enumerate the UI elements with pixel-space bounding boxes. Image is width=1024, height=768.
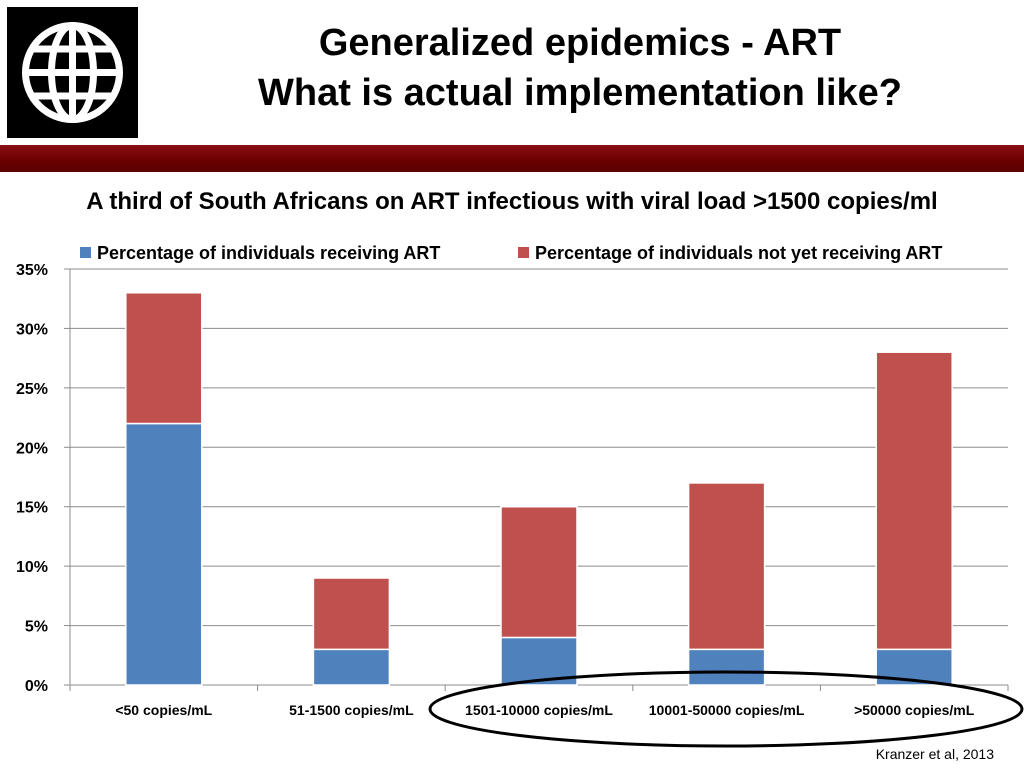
y-tick-label: 0% (25, 678, 48, 695)
legend-item-not-receiving: Percentage of individuals not yet receiv… (518, 243, 942, 264)
bar-receiving-art (687, 648, 766, 686)
bar-not-receiving-art (125, 292, 203, 425)
legend-label-receiving: Percentage of individuals receiving ART (97, 243, 441, 263)
title-line-2: What is actual implementation like? (257, 72, 902, 114)
title-line-1: Generalized epidemics - ART (318, 22, 842, 64)
y-tick-label: 30% (16, 321, 48, 338)
page-title: Generalized epidemics - ART What is actu… (140, 18, 1020, 118)
header-band (0, 145, 1024, 172)
globe-grid-icon (22, 22, 123, 123)
x-tick-label: 10001-50000 copies/mL (649, 702, 805, 718)
legend-swatch-receiving (80, 247, 91, 258)
legend-swatch-not-receiving (518, 247, 529, 258)
bar-not-receiving-art (500, 505, 578, 639)
y-tick-label: 20% (16, 440, 48, 457)
x-tick-label: 1501-10000 copies/mL (465, 702, 613, 718)
x-tick-label: >50000 copies/mL (854, 702, 975, 718)
y-tick-label: 10% (16, 559, 48, 576)
chart-title: A third of South Africans on ART infecti… (86, 188, 938, 215)
bar-receiving-art (125, 422, 203, 686)
bar-receiving-art (312, 648, 391, 686)
world-bank-logo (7, 7, 138, 138)
y-tick-label: 5% (25, 619, 48, 636)
bar-not-receiving-art (875, 351, 953, 651)
legend-item-receiving: Percentage of individuals receiving ART (80, 243, 440, 264)
source-citation: Kranzer et al, 2013 (875, 746, 994, 762)
x-tick-label: 51-1500 copies/mL (289, 702, 414, 718)
y-tick-label: 15% (16, 500, 48, 517)
bar-not-receiving-art (687, 482, 766, 651)
highlight-ellipse (428, 670, 1024, 748)
legend-label-not-receiving: Percentage of individuals not yet receiv… (535, 243, 943, 263)
x-tick-label: <50 copies/mL (115, 702, 212, 718)
y-tick-label: 35% (16, 262, 48, 279)
y-tick-label: 25% (16, 381, 48, 398)
bar-not-receiving-art (312, 577, 391, 651)
